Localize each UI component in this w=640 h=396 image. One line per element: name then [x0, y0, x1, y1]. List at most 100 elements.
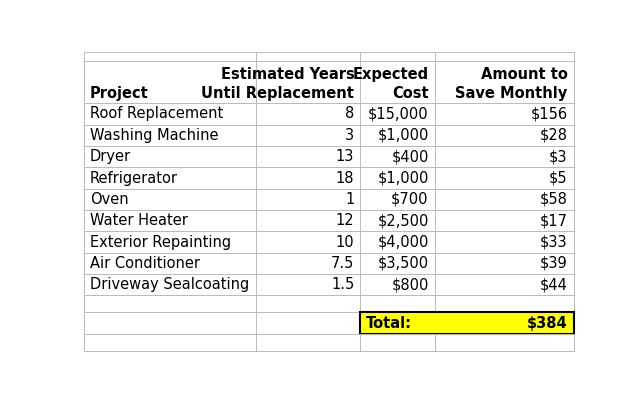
Bar — [435, 103, 573, 125]
Text: Refrigerator: Refrigerator — [90, 171, 178, 185]
Text: 7.5: 7.5 — [331, 256, 355, 271]
Bar — [84, 210, 256, 231]
Text: $33: $33 — [540, 234, 568, 249]
Text: $5: $5 — [549, 171, 568, 185]
Bar — [256, 210, 360, 231]
Bar — [84, 334, 256, 351]
Text: Driveway Sealcoating: Driveway Sealcoating — [90, 277, 249, 292]
Bar — [84, 274, 256, 295]
Text: $58: $58 — [540, 192, 568, 207]
Bar — [360, 295, 435, 312]
Bar — [256, 334, 360, 351]
Bar — [360, 103, 435, 125]
Bar — [84, 231, 256, 253]
Bar — [256, 103, 360, 125]
Text: Until Replacement: Until Replacement — [202, 86, 355, 101]
Text: $3,500: $3,500 — [378, 256, 429, 271]
Text: $4,000: $4,000 — [378, 234, 429, 249]
Text: 1: 1 — [345, 192, 355, 207]
Text: $39: $39 — [540, 256, 568, 271]
Bar — [256, 146, 360, 168]
Text: $400: $400 — [391, 149, 429, 164]
Bar — [435, 52, 573, 61]
Text: $1,000: $1,000 — [378, 171, 429, 185]
Text: $2,500: $2,500 — [378, 213, 429, 228]
Text: $15,000: $15,000 — [368, 107, 429, 122]
Bar — [435, 295, 573, 312]
Text: $800: $800 — [391, 277, 429, 292]
Bar — [360, 125, 435, 146]
Text: Exterior Repainting: Exterior Repainting — [90, 234, 231, 249]
Text: $1,000: $1,000 — [378, 128, 429, 143]
Text: $17: $17 — [540, 213, 568, 228]
Text: Save Monthly: Save Monthly — [455, 86, 568, 101]
Text: 13: 13 — [336, 149, 355, 164]
Bar — [84, 295, 256, 312]
Bar — [256, 189, 360, 210]
Text: Water Heater: Water Heater — [90, 213, 188, 228]
Bar — [84, 189, 256, 210]
Text: Total:: Total: — [366, 316, 412, 331]
Bar — [360, 189, 435, 210]
Text: 10: 10 — [335, 234, 355, 249]
Text: $384: $384 — [527, 316, 568, 331]
Bar — [360, 253, 435, 274]
Bar — [435, 334, 573, 351]
Bar — [256, 274, 360, 295]
Bar — [84, 253, 256, 274]
Bar — [435, 146, 573, 168]
Text: Washing Machine: Washing Machine — [90, 128, 218, 143]
Bar — [84, 125, 256, 146]
Bar — [256, 295, 360, 312]
Text: Expected: Expected — [353, 67, 429, 82]
Text: 12: 12 — [335, 213, 355, 228]
Bar — [256, 312, 360, 334]
Bar — [256, 125, 360, 146]
Bar — [435, 168, 573, 189]
Bar — [360, 274, 435, 295]
Text: $44: $44 — [540, 277, 568, 292]
Bar — [84, 52, 256, 61]
Text: $700: $700 — [391, 192, 429, 207]
Bar — [256, 61, 360, 103]
Bar — [435, 253, 573, 274]
Text: 8: 8 — [345, 107, 355, 122]
Text: Oven: Oven — [90, 192, 129, 207]
Text: Roof Replacement: Roof Replacement — [90, 107, 223, 122]
Bar — [84, 168, 256, 189]
Text: Dryer: Dryer — [90, 149, 131, 164]
Bar — [435, 210, 573, 231]
Bar — [256, 52, 360, 61]
Bar — [360, 61, 435, 103]
Bar — [84, 61, 256, 103]
Text: Air Conditioner: Air Conditioner — [90, 256, 200, 271]
Text: Cost: Cost — [392, 86, 429, 101]
Bar — [435, 189, 573, 210]
Text: Amount to: Amount to — [481, 67, 568, 82]
Bar — [435, 274, 573, 295]
Text: $156: $156 — [531, 107, 568, 122]
Bar — [360, 168, 435, 189]
Bar — [360, 52, 435, 61]
Text: 18: 18 — [336, 171, 355, 185]
Bar — [256, 231, 360, 253]
Bar — [360, 312, 573, 334]
Bar — [435, 61, 573, 103]
Bar — [435, 231, 573, 253]
Text: Project: Project — [90, 86, 148, 101]
Text: 1.5: 1.5 — [331, 277, 355, 292]
Bar — [360, 334, 435, 351]
Bar — [435, 125, 573, 146]
Text: 3: 3 — [345, 128, 355, 143]
Bar — [84, 103, 256, 125]
Bar — [360, 231, 435, 253]
Bar — [256, 253, 360, 274]
Text: $28: $28 — [540, 128, 568, 143]
Text: Estimated Years: Estimated Years — [221, 67, 355, 82]
Bar — [360, 210, 435, 231]
Bar — [360, 146, 435, 168]
Bar — [256, 168, 360, 189]
Bar — [84, 312, 256, 334]
Bar — [84, 146, 256, 168]
Text: $3: $3 — [549, 149, 568, 164]
